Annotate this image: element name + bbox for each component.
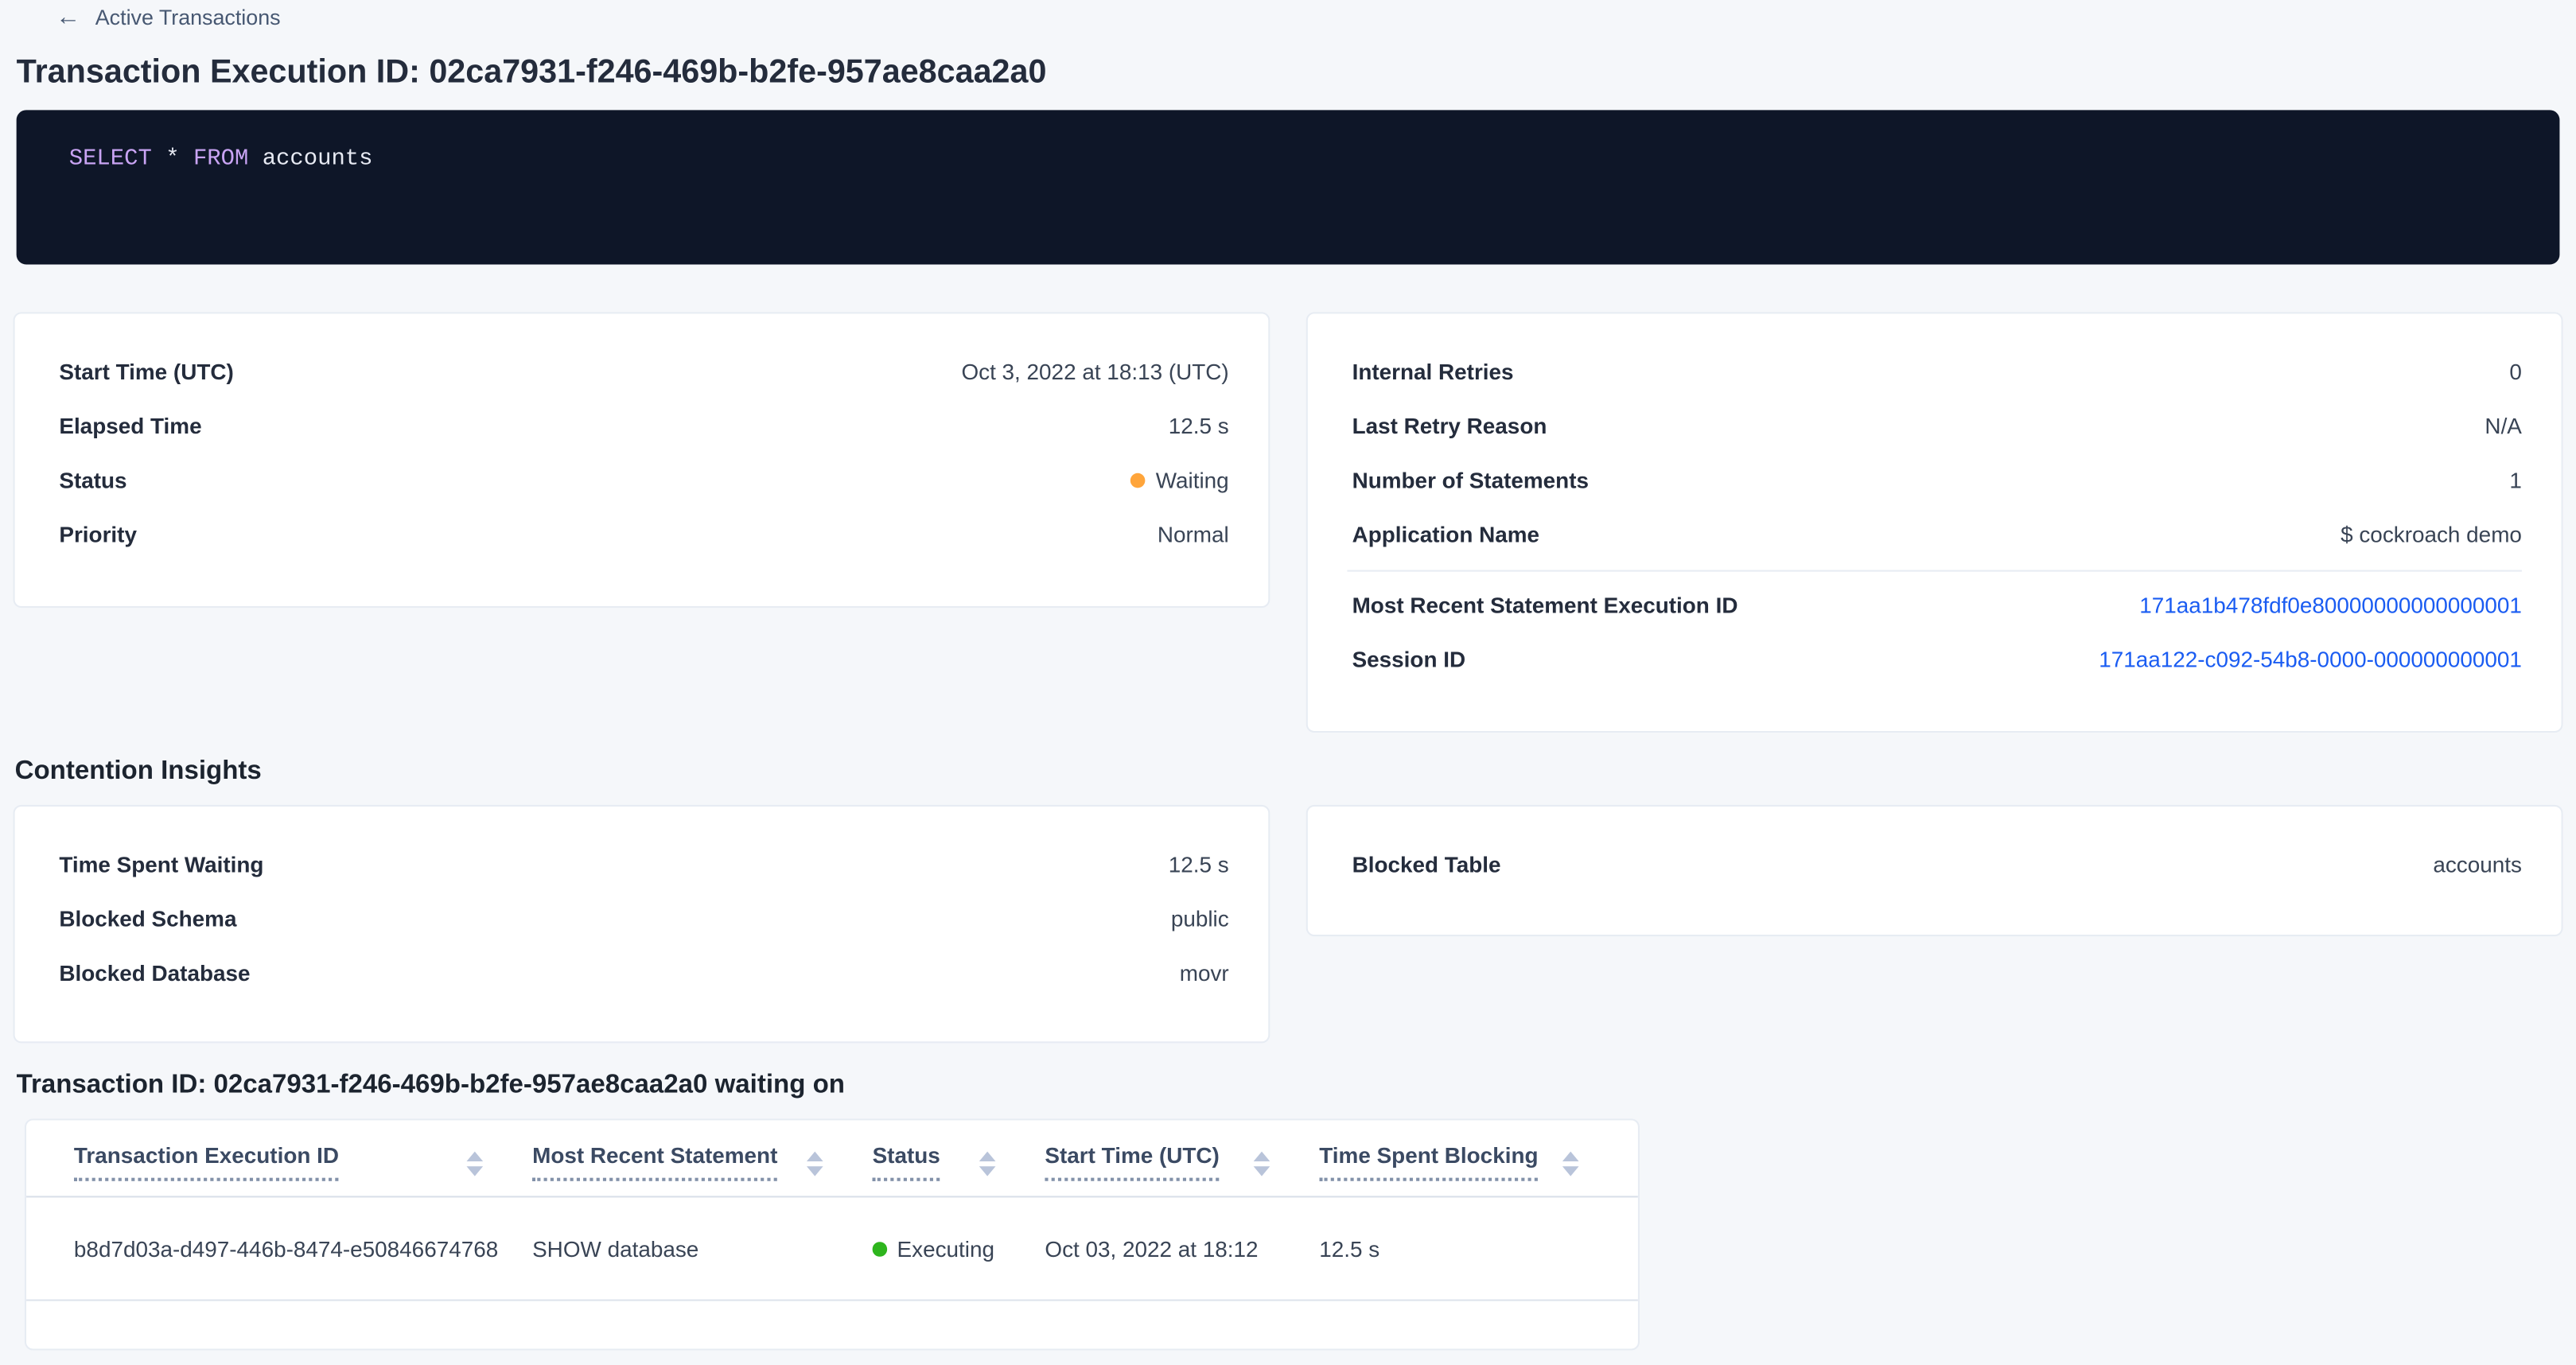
row-most-recent-statement-execution-id: Most Recent Statement Execution ID 171aa…	[1352, 578, 2522, 632]
row-internal-retries: Internal Retries 0	[1352, 345, 2522, 399]
column-header-label: Most Recent Statement	[532, 1143, 778, 1181]
overview-card-right: Internal Retries 0 Last Retry Reason N/A…	[1306, 312, 2563, 733]
sort-icon[interactable]	[466, 1151, 484, 1176]
contention-card-right: Blocked Table accounts	[1306, 804, 2563, 937]
column-header-label: Time Spent Blocking	[1319, 1143, 1539, 1181]
row-label: Time Spent Waiting	[59, 852, 264, 877]
column-header-label: Status	[872, 1143, 940, 1181]
cell-time-spent-blocking: 12.5 s	[1319, 1235, 1380, 1261]
column-header-start-time[interactable]: Start Time (UTC)	[1045, 1143, 1319, 1181]
sort-icon[interactable]	[1253, 1151, 1270, 1176]
row-value: 0	[2509, 360, 2522, 385]
row-priority: Priority Normal	[59, 508, 1228, 562]
status-text: Waiting	[1155, 468, 1229, 493]
sql-statement: SELECT * FROM accounts	[69, 146, 2527, 173]
row-value: Oct 3, 2022 at 18:13 (UTC)	[961, 360, 1229, 385]
row-label: Internal Retries	[1352, 360, 1514, 385]
row-label: Blocked Schema	[59, 906, 237, 931]
row-label: Session ID	[1352, 647, 1466, 672]
row-value: N/A	[2485, 414, 2522, 439]
sort-icon[interactable]	[979, 1151, 996, 1176]
row-last-retry-reason: Last Retry Reason N/A	[1352, 399, 2522, 453]
sql-keyword: SELECT	[68, 146, 152, 173]
cell-transaction-execution-id: b8d7d03a-d497-446b-8474-e50846674768	[73, 1235, 499, 1261]
table-row: b8d7d03a-d497-446b-8474-e50846674768 SHO…	[26, 1197, 1638, 1301]
sql-statement-box: SELECT * FROM accounts	[16, 110, 2560, 265]
row-number-of-statements: Number of Statements 1	[1352, 453, 2522, 508]
overview-card-left: Start Time (UTC) Oct 3, 2022 at 18:13 (U…	[13, 312, 1270, 609]
row-label: Blocked Table	[1352, 852, 1501, 877]
row-label: Elapsed Time	[59, 414, 202, 439]
row-value: accounts	[2433, 852, 2522, 877]
row-label: Number of Statements	[1352, 468, 1590, 493]
row-value: movr	[1179, 961, 1229, 986]
row-value: 12.5 s	[1168, 414, 1229, 439]
waiting-on-heading: Transaction ID: 02ca7931-f246-469b-b2fe-…	[16, 1071, 845, 1099]
row-label: Priority	[59, 522, 137, 547]
back-arrow-icon: ←	[56, 3, 81, 32]
row-label: Blocked Database	[59, 961, 251, 986]
column-header-transaction-execution-id[interactable]: Transaction Execution ID	[73, 1143, 532, 1181]
column-header-label: Start Time (UTC)	[1045, 1143, 1220, 1181]
row-value: 12.5 s	[1168, 852, 1229, 877]
row-time-spent-waiting: Time Spent Waiting 12.5 s	[59, 838, 1228, 892]
cell-start-time: Oct 03, 2022 at 18:12	[1045, 1235, 1259, 1261]
row-start-time: Start Time (UTC) Oct 3, 2022 at 18:13 (U…	[59, 345, 1228, 399]
status-badge: Waiting	[1130, 468, 1229, 493]
column-header-status[interactable]: Status	[872, 1143, 1045, 1181]
row-label: Most Recent Statement Execution ID	[1352, 593, 1738, 618]
row-value: public	[1170, 906, 1229, 931]
row-elapsed-time: Elapsed Time 12.5 s	[59, 399, 1228, 453]
status-text: Executing	[897, 1235, 994, 1261]
column-header-most-recent-statement[interactable]: Most Recent Statement	[532, 1143, 872, 1181]
page-title: Transaction Execution ID: 02ca7931-f246-…	[16, 54, 1047, 91]
sort-icon[interactable]	[806, 1151, 823, 1176]
cell-most-recent-statement: SHOW database	[532, 1235, 699, 1261]
contention-insights-heading: Contention Insights	[14, 757, 262, 786]
waiting-status-dot-icon	[1130, 472, 1146, 488]
sql-keyword: FROM	[193, 146, 249, 173]
row-label: Status	[59, 468, 127, 493]
row-blocked-database: Blocked Database movr	[59, 946, 1228, 1000]
card-divider	[1347, 570, 2522, 572]
column-header-label: Transaction Execution ID	[73, 1143, 340, 1181]
session-id-link[interactable]: 171aa122-c092-54b8-0000-000000000001	[2099, 647, 2522, 672]
row-blocked-table: Blocked Table accounts	[1352, 838, 2522, 892]
table-header-row: Transaction Execution ID Most Recent Sta…	[26, 1120, 1638, 1198]
row-value: 1	[2509, 468, 2522, 493]
row-application-name: Application Name $ cockroach demo	[1352, 508, 2522, 562]
sort-icon[interactable]	[1562, 1151, 1579, 1176]
column-header-time-spent-blocking[interactable]: Time Spent Blocking	[1319, 1143, 1598, 1181]
back-link-active-transactions[interactable]: ← Active Transactions	[56, 5, 280, 29]
contention-card-left: Time Spent Waiting 12.5 s Blocked Schema…	[13, 804, 1270, 1044]
row-value: Normal	[1157, 522, 1229, 547]
sql-text: accounts	[248, 146, 373, 173]
sql-text: *	[151, 146, 193, 173]
row-session-id: Session ID 171aa122-c092-54b8-0000-00000…	[1352, 632, 2522, 686]
row-blocked-schema: Blocked Schema public	[59, 892, 1228, 946]
row-label: Application Name	[1352, 522, 1540, 547]
waiting-on-table: Transaction Execution ID Most Recent Sta…	[24, 1118, 1640, 1351]
row-label: Last Retry Reason	[1352, 414, 1547, 439]
row-value: $ cockroach demo	[2341, 522, 2522, 547]
statement-execution-id-link[interactable]: 171aa1b478fdf0e80000000000000001	[2139, 593, 2522, 618]
row-label: Start Time (UTC)	[59, 360, 234, 385]
row-status: Status Waiting	[59, 453, 1228, 508]
back-link-label: Active Transactions	[95, 5, 281, 30]
cell-status: Executing	[872, 1235, 1045, 1261]
executing-status-dot-icon	[872, 1241, 888, 1256]
